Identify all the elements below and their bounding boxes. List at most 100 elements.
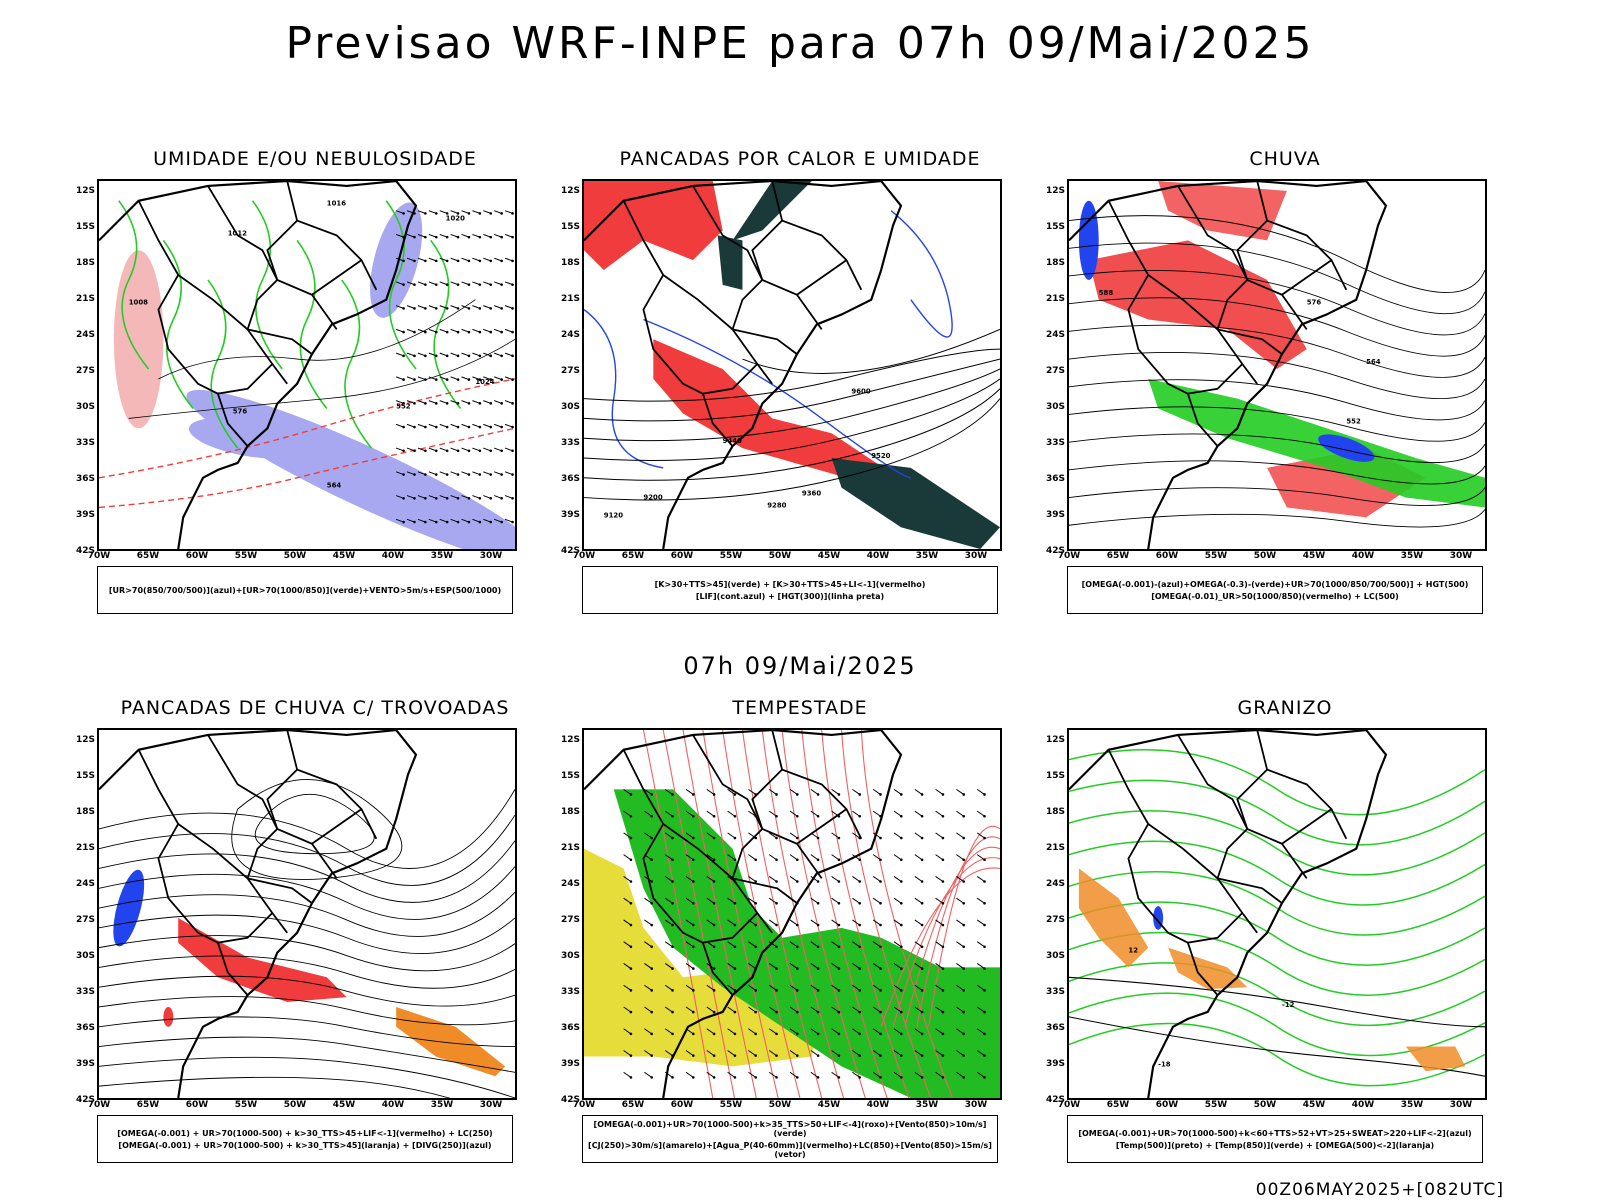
wind-vector xyxy=(706,1071,715,1078)
thunderstorm-area-orange xyxy=(396,1006,506,1077)
wind-vector xyxy=(727,1071,736,1078)
lat-tick-label: 12S xyxy=(1045,186,1065,196)
lat-tick-label: 21S xyxy=(1045,843,1065,853)
wind-vector-head xyxy=(671,836,674,840)
wind-vector xyxy=(727,941,736,948)
wind-vector-head xyxy=(920,1010,924,1014)
lat-tick-label: 30S xyxy=(560,951,580,961)
lat-tick-label: 18S xyxy=(75,807,95,817)
wind-vector xyxy=(706,984,715,991)
map-chuva: 588 576 564 552 xyxy=(1067,179,1487,551)
lat-tick-label: 27S xyxy=(1045,915,1065,925)
wind-vector-head xyxy=(478,402,482,405)
wind-vector xyxy=(956,876,965,882)
wind-vector xyxy=(483,257,491,262)
wind-vector-head xyxy=(962,1010,966,1014)
wind-vector-head xyxy=(511,307,514,310)
wind-vector-head xyxy=(941,989,945,992)
wind-vector xyxy=(623,854,632,861)
lon-tick-label: 65W xyxy=(621,551,645,561)
country-border xyxy=(1281,808,1332,845)
wind-vector xyxy=(685,832,694,839)
lat-tick-label: 18S xyxy=(560,807,580,817)
wind-vector xyxy=(406,328,415,333)
wind-vector-head xyxy=(983,880,986,883)
rain-area-red xyxy=(1158,181,1287,241)
contour-label: 576 xyxy=(233,407,248,415)
wind-vector-head xyxy=(500,212,503,215)
wind-vector-head xyxy=(434,354,438,358)
wind-vector-head xyxy=(775,945,778,949)
wind-vector xyxy=(623,1006,632,1013)
wind-vector xyxy=(914,1071,923,1078)
wind-vector xyxy=(417,352,426,357)
wind-vector xyxy=(872,1006,881,1013)
lifted-index-contour-blue xyxy=(890,210,953,338)
wind-vector xyxy=(494,305,502,309)
wind-vector xyxy=(706,1006,715,1013)
wind-vector-head xyxy=(775,967,778,970)
streamline xyxy=(1069,324,1485,378)
country-border xyxy=(1127,274,1243,395)
wind-vector xyxy=(406,233,415,238)
lon-tick-label: 45W xyxy=(1302,551,1326,561)
wind-vector xyxy=(504,210,513,214)
wind-vector xyxy=(852,876,861,882)
streamline xyxy=(99,955,515,989)
wind-vector-head xyxy=(445,283,449,286)
wind-vector xyxy=(914,810,923,817)
humidity-contour-green xyxy=(430,239,462,410)
wind-vector-head xyxy=(629,945,633,949)
wind-vector xyxy=(483,518,491,523)
wind-vector xyxy=(472,210,481,214)
wind-vector-head xyxy=(629,1010,633,1014)
wind-vector-head xyxy=(402,212,405,215)
lat-tick-label: 30S xyxy=(1045,402,1065,412)
wind-vector-head xyxy=(796,836,799,840)
precip-water-contour-red xyxy=(761,730,845,1098)
wind-vector xyxy=(428,518,437,523)
wind-vector xyxy=(472,305,481,309)
wind-vector xyxy=(483,447,491,452)
wind-vector-head xyxy=(500,378,503,381)
lon-tick-label: 70W xyxy=(572,1100,596,1110)
wind-vector-head xyxy=(629,836,633,840)
wind-vector-head xyxy=(424,235,427,239)
wind-vector-head xyxy=(478,330,482,334)
wind-vector-head xyxy=(712,923,716,927)
wind-vector-head xyxy=(879,1076,882,1079)
wind-vector xyxy=(768,897,777,904)
wind-vector-head xyxy=(920,1032,924,1036)
wind-vector-head xyxy=(511,259,514,263)
wind-vector-head xyxy=(413,473,416,476)
wind-vector-head xyxy=(413,497,416,500)
wind-vector xyxy=(789,832,798,839)
wind-vector-head xyxy=(434,520,438,524)
wind-vector-head xyxy=(712,1010,716,1014)
wind-vector-head xyxy=(754,1032,758,1036)
wind-vector-head xyxy=(837,989,841,992)
wind-vector-head xyxy=(837,1054,841,1057)
wind-vector-head xyxy=(445,473,449,476)
wind-vector xyxy=(664,919,673,926)
wind-vector-head xyxy=(500,497,503,500)
country-border xyxy=(1256,181,1348,291)
wind-vector-head xyxy=(712,1076,716,1079)
wind-vector xyxy=(810,810,819,817)
wind-vector-head xyxy=(511,520,514,524)
wind-vector xyxy=(706,876,715,882)
contour-label: 9200 xyxy=(643,494,662,502)
lat-tick-label: 18S xyxy=(1045,258,1065,268)
wind-vector xyxy=(428,305,437,309)
wind-vector xyxy=(494,352,502,357)
wind-vector xyxy=(406,400,415,404)
wind-vector xyxy=(417,376,426,381)
wind-vector-head xyxy=(467,259,471,263)
wind-vector xyxy=(956,984,965,991)
humidity-contour-green xyxy=(251,200,283,370)
wind-vector xyxy=(664,810,673,817)
wind-vector-head xyxy=(692,793,695,796)
wind-vector xyxy=(893,1050,902,1057)
wind-vector-head xyxy=(456,235,460,239)
wind-vector xyxy=(494,210,502,214)
